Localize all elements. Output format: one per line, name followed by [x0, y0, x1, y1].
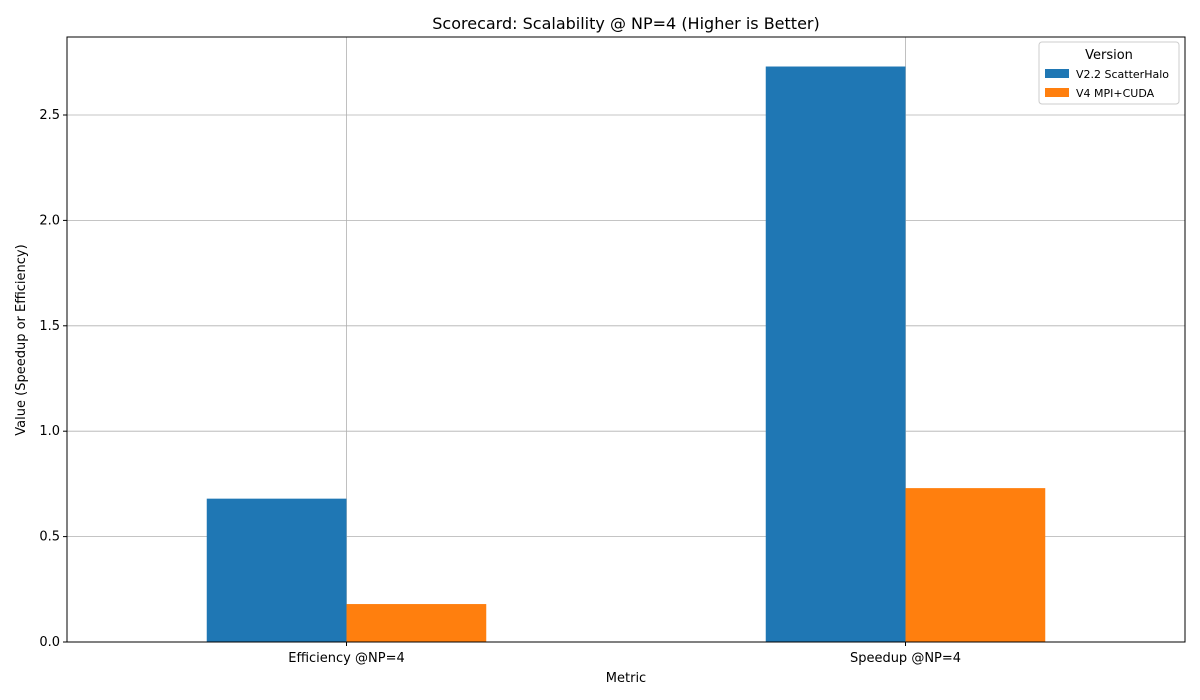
x-axis-title: Metric	[606, 671, 646, 686]
chart-title: Scorecard: Scalability @ NP=4 (Higher is…	[432, 14, 819, 33]
legend-title: Version	[1085, 48, 1133, 63]
legend-box	[1038, 41, 1180, 105]
x-axis: Efficiency @NP=4 Speedup @NP=4	[288, 642, 961, 666]
legend-label-v4: V4 MPI+CUDA	[1076, 87, 1155, 100]
plot-frame	[66, 36, 1186, 643]
legend: Version V2.2 ScatterHalo V4 MPI+CUDA	[1038, 41, 1180, 105]
bars	[206, 66, 1046, 642]
y-tick-label: 2.0	[39, 213, 60, 228]
bar-v4-mpi-cuda-0	[346, 604, 487, 642]
y-tick-label: 0.5	[39, 530, 60, 545]
legend-swatch-v2-2	[1045, 69, 1069, 78]
y-tick-label: 2.5	[39, 108, 60, 123]
legend-label-v2-2: V2.2 ScatterHalo	[1076, 68, 1169, 81]
x-tick-label: Efficiency @NP=4	[288, 651, 404, 666]
bar-v2-2-scatterhalo-1	[765, 66, 906, 642]
y-tick-label: 1.5	[39, 319, 60, 334]
legend-swatch-v4	[1045, 88, 1069, 97]
y-axis: 0.0 0.5 1.0 1.5 2.0 2.5	[39, 108, 67, 650]
x-tick-label: Speedup @NP=4	[850, 651, 961, 666]
bar-v4-mpi-cuda-1	[905, 488, 1046, 642]
bar-v2-2-scatterhalo-0	[206, 498, 347, 642]
y-axis-title: Value (Speedup or Efficiency)	[14, 244, 29, 435]
y-tick-label: 0.0	[39, 635, 60, 650]
y-tick-label: 1.0	[39, 424, 60, 439]
